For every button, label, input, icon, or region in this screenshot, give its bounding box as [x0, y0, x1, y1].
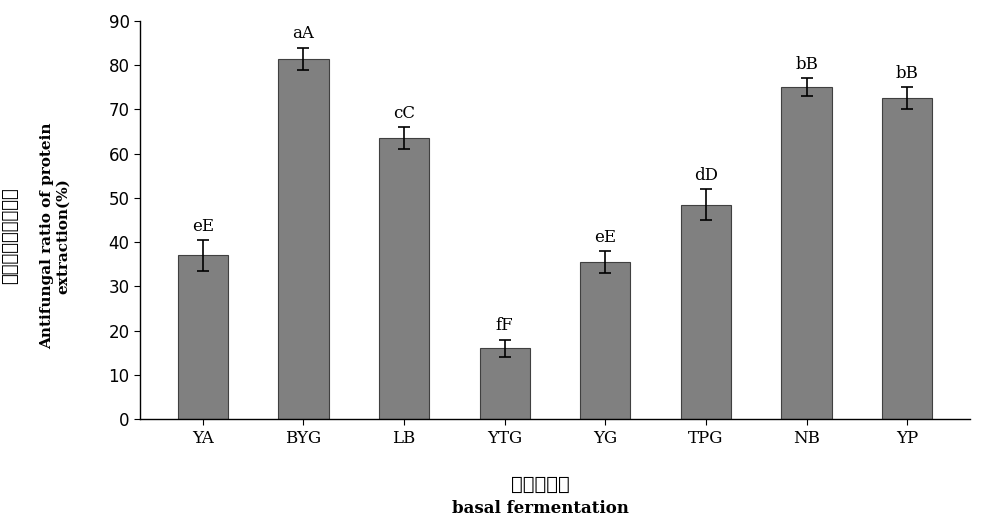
Text: aA: aA: [293, 25, 314, 42]
Text: cC: cC: [393, 105, 415, 122]
Bar: [882, 99, 932, 419]
Bar: [278, 59, 329, 419]
Text: bB: bB: [896, 65, 919, 82]
Text: Antifungal ratio of protein
extraction(%): Antifungal ratio of protein extraction(%…: [40, 123, 70, 349]
Bar: [379, 138, 429, 419]
Bar: [480, 348, 530, 419]
Text: 蛋白类提取物抑菌率: 蛋白类提取物抑菌率: [1, 188, 19, 284]
Text: fF: fF: [496, 317, 514, 334]
Text: eE: eE: [594, 229, 616, 246]
Bar: [580, 262, 630, 419]
Text: bB: bB: [795, 56, 818, 73]
Bar: [781, 88, 832, 419]
Text: dD: dD: [694, 167, 718, 184]
Bar: [681, 204, 731, 419]
Text: basal fermentation: basal fermentation: [452, 500, 628, 517]
Text: 基础发酵液: 基础发酵液: [511, 475, 569, 494]
Text: eE: eE: [192, 217, 214, 235]
Bar: [178, 256, 228, 419]
